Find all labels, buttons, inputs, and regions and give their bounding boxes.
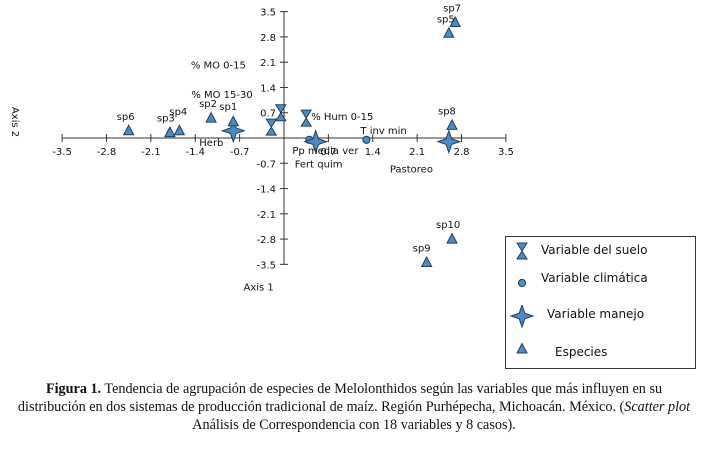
point-label-t-inv-min: T inv min [359,126,406,137]
legend-marker [517,278,527,288]
x-tick-label: 2.8 [454,147,470,158]
y-tick-label: -2.8 [256,235,276,246]
point-sp5 [443,26,455,38]
x-axis-label: Axis 1 [243,282,273,293]
point-label-hum-0-15: % Hum 0-15 [311,112,373,123]
y-tick-label: -1.4 [256,185,276,196]
point-label-fert-quim: Fert quim [295,160,343,171]
circle-marker-icon [517,278,527,288]
legend-label: Variable climática [541,271,648,285]
point-label-sp1: sp1 [219,102,237,113]
point-label-sp6: sp6 [117,112,135,123]
y-tick-label: 2.8 [260,33,276,44]
point-label-pastoreo: Pastoreo [390,165,433,176]
axes [61,11,507,265]
caption-text-1: Tendencia de agrupación de especies de M… [17,381,663,415]
x-tick-label: -0.7 [230,147,250,158]
point-sp8 [446,118,458,130]
point-mo-0-15 [274,104,287,122]
point-sp7 [449,15,462,27]
point-sp2 [205,111,217,123]
legend-item-climatica: Variable climática [506,269,695,289]
y-tick-label: 3.5 [260,8,276,19]
y-tick-label: -0.7 [256,159,276,170]
legend-label: Variable del suelo [541,243,648,257]
y-tick-label: -2.1 [256,210,276,221]
point-herb [220,118,246,144]
point-label-sp10: sp10 [436,220,460,231]
x-tick-label: 0.7 [320,147,336,158]
y-tick-label: 1.4 [260,83,276,94]
point-sp9 [420,255,433,268]
tick-labels: -3.5 -2.8 -2.1 -1.4 -0.7 0.7 1.4 2.1 2.8 3.5 3.5 2.… [52,8,514,272]
point-hum-0-15 [300,109,313,127]
legend-label: Especies [555,345,608,359]
point-label-mo-0-15: % MO 0-15 [191,61,246,72]
point-label-sp4: sp4 [169,107,187,118]
x-tick-label: -3.5 [52,147,72,158]
y-tick-label: -3.5 [256,260,276,271]
caption-text-2: Análisis de Correspondencia con 18 varia… [192,417,516,433]
point-label-sp5: sp5 [437,14,455,25]
point-fert-quim [303,129,329,155]
hourglass-marker-icon [516,242,528,260]
legend-item-suelo: Variable del suelo [506,241,695,261]
legend-item-manejo: Variable manejo [506,305,695,329]
point-label-sp9: sp9 [413,244,431,255]
data-points [122,15,462,268]
x-tick-label: 2.1 [409,147,425,158]
y-axis-label: Axis 2 [9,107,20,137]
point-t-inv-min [362,135,371,144]
x-tick-label: -2.8 [97,147,117,158]
point-sp10 [446,232,458,244]
legend-label: Variable manejo [547,307,645,321]
point-label-sp2: sp2 [199,99,217,110]
scatter-plot: -3.5 -2.8 -2.1 -1.4 -0.7 0.7 1.4 2.1 2.8 3.5 3.5 2.… [9,3,514,293]
point-sp4 [173,124,186,136]
x-tick-label: -1.4 [185,147,205,158]
triangle-marker-icon [516,342,528,354]
point-label-herb: Herb [199,138,223,149]
legend-marker [516,242,528,260]
y-tick-label: 2.1 [260,58,276,69]
legend-marker [516,342,528,354]
caption-title: Figura 1. [45,381,102,397]
point-mo-15-30 [265,118,278,136]
x-tick-label: 1.4 [365,147,381,158]
point-labels: % MO 0-15 % MO 15-30 % Hum 0-15 Pp media ve… [117,3,461,254]
x-tick-label: 3.5 [498,147,514,158]
point-label-sp7: sp7 [443,3,461,14]
point-label-sp8: sp8 [438,106,456,117]
legend: Variable del suelo Variable climática Va… [505,236,696,369]
point-sp6 [122,124,135,136]
y-tick-label: 0.7 [260,109,276,120]
star-marker-icon [509,305,535,329]
caption-italic: Scatter plot [624,399,691,415]
point-label-pp-media-ver: Pp media ver [292,146,359,157]
legend-marker [509,305,535,329]
point-label-sp3: sp3 [157,114,175,125]
point-sp3 [164,126,176,138]
figure-caption: Figura 1. Tendencia de agrupación de esp… [14,380,694,434]
point-pastoreo [436,129,462,155]
x-tick-label: -2.1 [141,147,161,158]
point-sp1 [227,115,240,127]
point-label-mo-15-30: % MO 15-30 [191,90,252,101]
legend-item-especies: Especies [506,341,695,361]
